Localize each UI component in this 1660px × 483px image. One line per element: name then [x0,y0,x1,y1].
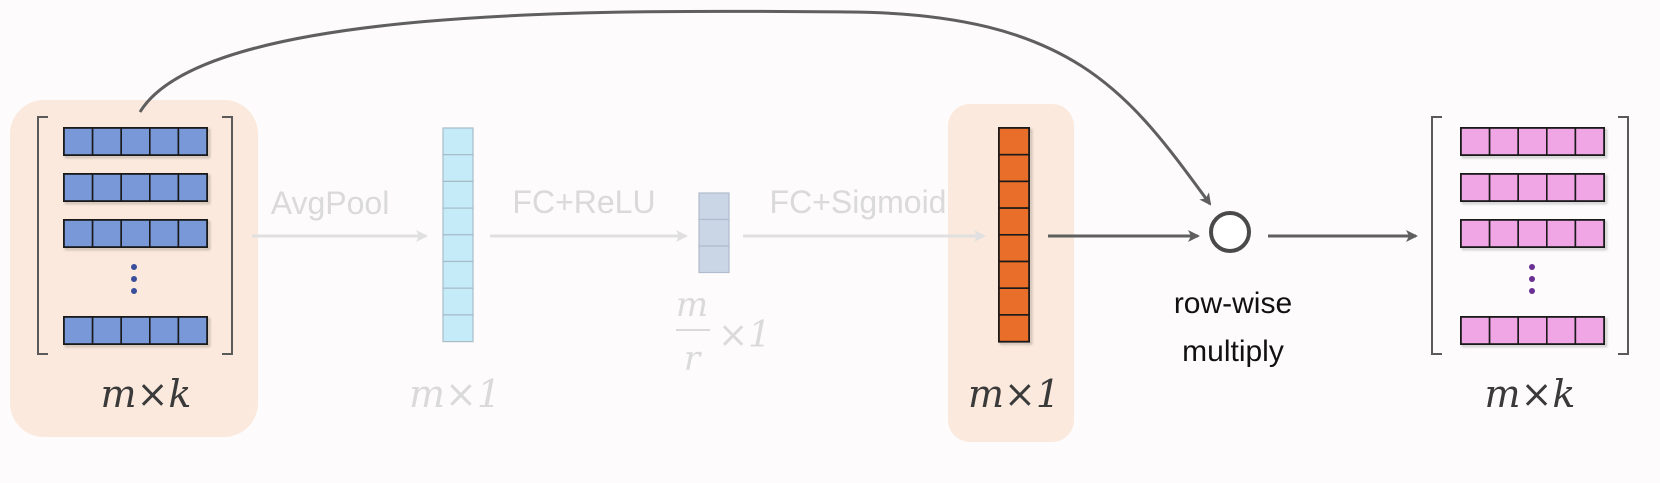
output-dims-label: m×k [1485,372,1576,416]
input-cell [177,219,208,248]
input-dims-label: m×k [101,372,192,416]
input-cell [91,173,122,202]
skip-connection-arrow [138,9,1212,206]
pooled-cell [442,180,474,209]
output-cell [1488,127,1519,156]
output-cell [1546,173,1577,202]
input-cell [63,219,94,248]
weights-cell [998,153,1030,183]
pooled-cell [442,314,474,343]
output-cell [1574,219,1605,248]
input-matrix [63,127,208,345]
output-cell [1488,316,1519,345]
pooled-dims-label: m×1 [409,372,501,416]
multiply-label-line1: row-wise [1174,287,1292,320]
weights-cell [998,180,1030,209]
output-vertical-dots [1529,264,1535,294]
output-cell [1574,173,1605,202]
output-cell [1546,316,1577,345]
input-cell [63,127,94,156]
output-cell [1488,219,1519,248]
avgpool-label: AvgPool [271,185,390,221]
weights-cell [998,127,1030,156]
output-cell [1460,173,1491,202]
multiply-label-line2: multiply [1182,335,1284,368]
output-right-bracket [1618,116,1629,355]
output-cell [1517,219,1548,248]
circle-operator-icon [1209,211,1251,253]
input-cell [120,219,151,248]
output-cell [1546,219,1577,248]
output-cell [1574,316,1605,345]
weights-dims-label: m×1 [968,372,1060,416]
output-cell [1460,219,1491,248]
pooled-cell [442,260,474,289]
output-cell [1460,127,1491,156]
output-cell [1517,316,1548,345]
input-cell [149,316,180,345]
pooled-cell [442,234,474,263]
weights-vector [998,127,1030,343]
input-cell [149,173,180,202]
input-right-bracket [222,116,233,355]
reduced-cell [698,218,730,247]
output-cell [1574,127,1605,156]
input-cell [91,127,122,156]
output-cell [1488,173,1519,202]
pooled-cell [442,207,474,236]
reduced-numerator: m [676,285,708,325]
input-cell [149,127,180,156]
input-cell [120,316,151,345]
fc-sigmoid-label: FC+Sigmoid [770,184,947,220]
reduced-cell [698,245,730,274]
input-cell [177,127,208,156]
output-cell [1460,316,1491,345]
reduced-vector [698,192,730,274]
input-cell [149,219,180,248]
output-cell [1546,127,1577,156]
pooled-cell [442,287,474,316]
reduced-cell [698,192,730,221]
input-cell [120,173,151,202]
pooled-cell [442,127,474,156]
output-cell [1517,173,1548,202]
input-cell [177,316,208,345]
output-cell [1517,127,1548,156]
input-cell [91,219,122,248]
input-left-bracket [37,116,48,355]
reduced-denominator: r [684,339,702,379]
pooled-vector [442,127,474,343]
input-cell [177,173,208,202]
weights-cell [998,287,1030,316]
output-left-bracket [1431,116,1442,355]
input-vertical-dots [131,264,137,294]
weights-cell [998,234,1030,263]
output-matrix [1460,127,1605,345]
input-cell [120,127,151,156]
weights-cell [998,314,1030,343]
weights-cell [998,207,1030,236]
pooled-cell [442,154,474,182]
input-cell [63,316,94,345]
input-cell [63,173,94,202]
input-cell [91,316,122,345]
weights-cell [998,260,1030,290]
reduced-dims-suffix: ×1 [718,315,771,356]
fc-relu-label: FC+ReLU [512,184,655,220]
